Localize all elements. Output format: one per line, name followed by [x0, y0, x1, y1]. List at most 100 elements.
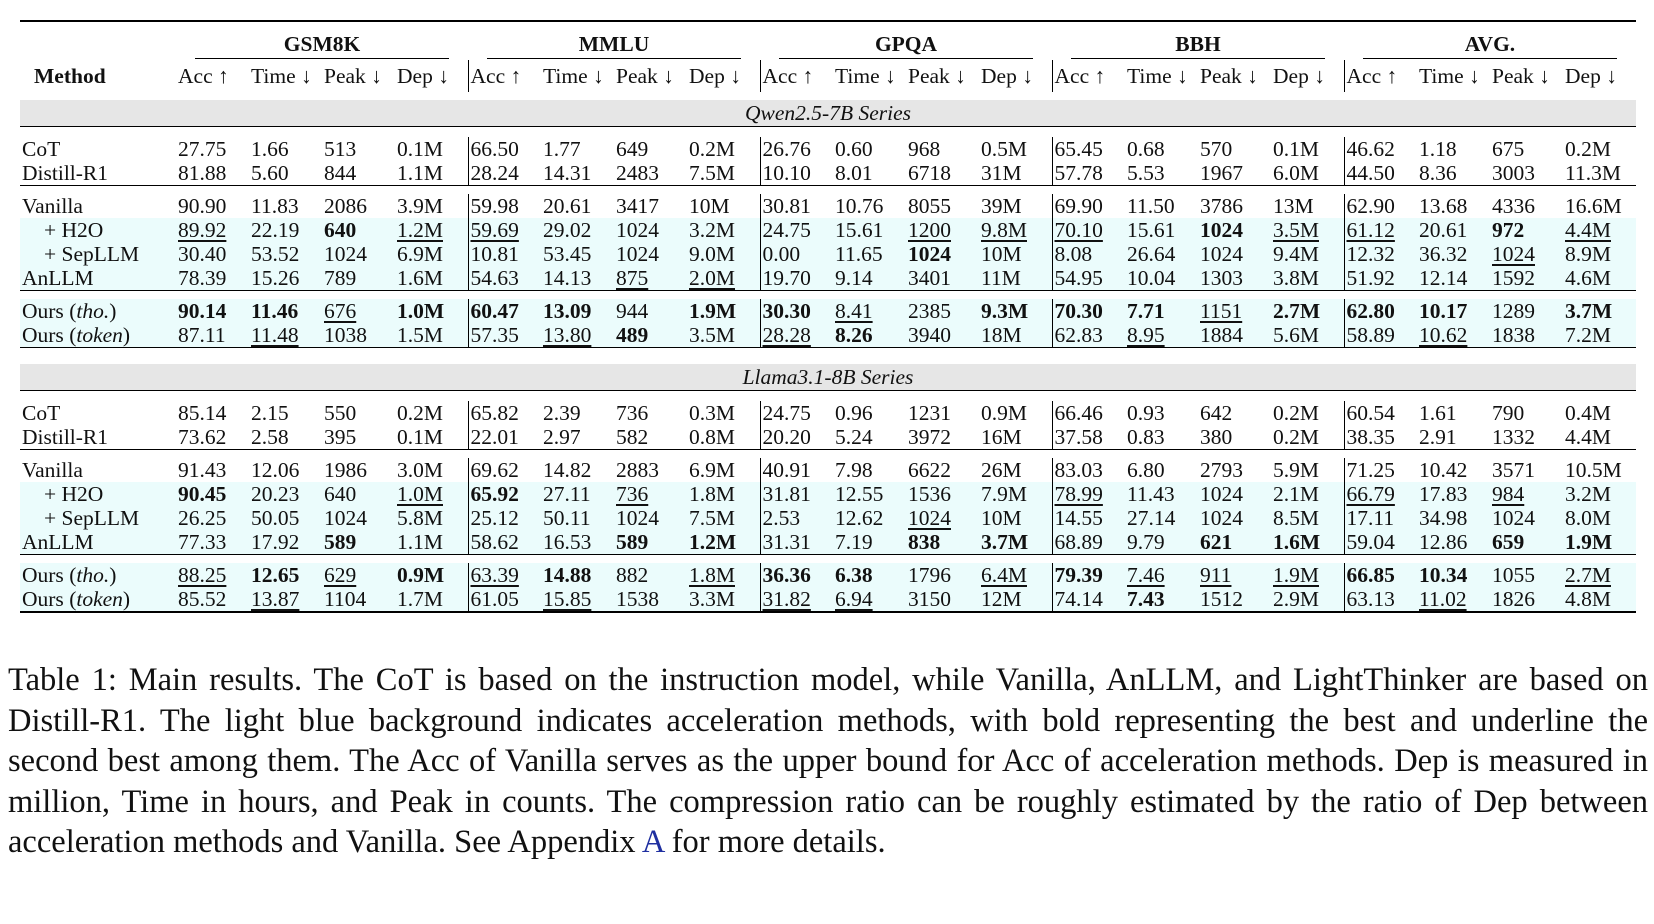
value-cell: 8.26: [833, 323, 906, 348]
cell-value: 65.45: [1054, 137, 1103, 161]
value-cell: 13.68: [1417, 194, 1490, 218]
cell-value: 0.9M: [981, 401, 1027, 425]
cell-value: 3417: [616, 194, 659, 218]
value-cell: 73.62: [176, 425, 249, 450]
cell-value: 46.62: [1346, 137, 1395, 161]
value-cell: 57.78: [1052, 161, 1125, 186]
cell-value: 2.0M: [689, 266, 735, 290]
cell-value: 1.77: [543, 137, 581, 161]
cell-value: 7.5M: [689, 506, 735, 530]
cell-value: 30.40: [178, 242, 227, 266]
value-cell: 2.15: [249, 401, 322, 425]
cell-value: 71.25: [1346, 458, 1395, 482]
cell-value: 63.39: [470, 563, 519, 587]
value-cell: 4.6M: [1563, 266, 1636, 291]
metric-header: Acc ↑: [1052, 60, 1125, 97]
value-cell: 380: [1198, 425, 1271, 450]
value-cell: 0.5M: [979, 137, 1053, 161]
value-cell: 24.75: [760, 218, 833, 242]
value-cell: 2086: [322, 194, 395, 218]
value-cell: 54.95: [1052, 266, 1125, 291]
value-cell: 1.9M: [1563, 530, 1636, 555]
value-cell: 640: [322, 218, 395, 242]
cell-value: 63.13: [1346, 587, 1395, 611]
value-cell: 2.7M: [1271, 299, 1345, 323]
value-cell: 8.01: [833, 161, 906, 186]
value-cell: 90.90: [176, 194, 249, 218]
cell-value: 1.18: [1419, 137, 1457, 161]
value-cell: 582: [614, 425, 687, 450]
value-cell: 28.24: [468, 161, 541, 186]
value-cell: 19.70: [760, 266, 833, 291]
cell-value: 1838: [1492, 323, 1535, 347]
value-cell: 736: [614, 482, 687, 506]
table-row: Ours (token) 85.52 13.87 1104 1.7M 61.05 15.85…: [20, 587, 1636, 612]
cell-value: 65.92: [470, 482, 519, 506]
value-cell: 63.39: [468, 563, 541, 587]
value-cell: 2.58: [249, 425, 322, 450]
cell-value: 642: [1200, 401, 1233, 425]
header-blank: [20, 28, 176, 60]
value-cell: 1986: [322, 458, 395, 482]
value-cell: 13.09: [541, 299, 614, 323]
table-row: + SepLLM 26.25 50.05 1024 5.8M 25.12 50.11 1024…: [20, 506, 1636, 530]
cell-value: 1151: [1200, 299, 1243, 323]
separator-cell: [20, 127, 1636, 138]
cell-value: 90.45: [178, 482, 227, 506]
cell-value: 1.8M: [689, 563, 735, 587]
value-cell: 7.98: [833, 458, 906, 482]
value-cell: 11.65: [833, 242, 906, 266]
cell-value: 6.80: [1127, 458, 1165, 482]
value-cell: 1.1M: [395, 530, 469, 555]
cell-value: 8.41: [835, 299, 873, 323]
cell-value: 1.6M: [397, 266, 443, 290]
value-cell: 65.82: [468, 401, 541, 425]
metric-header: Peak ↓: [906, 60, 979, 97]
value-cell: 3786: [1198, 194, 1271, 218]
cell-value: 25.12: [470, 506, 519, 530]
cell-value: 24.75: [762, 401, 811, 425]
value-cell: 1.9M: [687, 299, 761, 323]
value-cell: 27.14: [1125, 506, 1198, 530]
cell-value: 53.45: [543, 242, 592, 266]
method-cell: + SepLLM: [20, 242, 176, 266]
metric-header-row: Method Acc ↑ Time ↓ Peak ↓ Dep ↓ Acc ↑ Time ↓ P…: [20, 60, 1636, 97]
metric-header: Peak ↓: [1490, 60, 1563, 97]
value-cell: 0.2M: [1563, 137, 1636, 161]
cell-value: 88.25: [178, 563, 227, 587]
cell-value: 2.9M: [1273, 587, 1319, 611]
value-cell: 0.93: [1125, 401, 1198, 425]
value-cell: 1024: [322, 242, 395, 266]
cell-value: 2.53: [762, 506, 801, 530]
value-cell: 2483: [614, 161, 687, 186]
cell-value: 66.46: [1054, 401, 1103, 425]
table-header: GSM8K MMLU GPQA BBH AVG. Method Acc ↑ Time ↓ Pea…: [20, 20, 1636, 97]
value-cell: 0.3M: [687, 401, 761, 425]
value-cell: 5.9M: [1271, 458, 1345, 482]
value-cell: 8.9M: [1563, 242, 1636, 266]
value-cell: 6622: [906, 458, 979, 482]
value-cell: 15.61: [1125, 218, 1198, 242]
method-variant: token: [76, 587, 123, 611]
cell-value: 4.4M: [1565, 218, 1611, 242]
cell-value: 0.93: [1127, 401, 1165, 425]
cell-value: 9.0M: [689, 242, 735, 266]
table-row: Vanilla 90.90 11.83 2086 3.9M 59.98 20.61 3417 1…: [20, 194, 1636, 218]
value-cell: 60.47: [468, 299, 541, 323]
value-cell: 1.6M: [1271, 530, 1345, 555]
cell-value: 6.0M: [1273, 161, 1319, 185]
value-cell: 4.4M: [1563, 425, 1636, 450]
method-cell: Ours (token): [20, 323, 176, 348]
method-name: + H2O: [44, 482, 104, 506]
value-cell: 12.14: [1417, 266, 1490, 291]
appendix-link[interactable]: A: [641, 824, 664, 860]
cell-value: 11.02: [1419, 587, 1467, 611]
cell-value: 3.9M: [397, 194, 443, 218]
separator-cell: [20, 391, 1636, 402]
value-cell: 2.0M: [687, 266, 761, 291]
cell-value: 2793: [1200, 458, 1243, 482]
cell-value: 10.5M: [1565, 458, 1622, 482]
value-cell: 5.6M: [1271, 323, 1345, 348]
value-cell: 984: [1490, 482, 1563, 506]
cell-value: 38.35: [1346, 425, 1395, 449]
